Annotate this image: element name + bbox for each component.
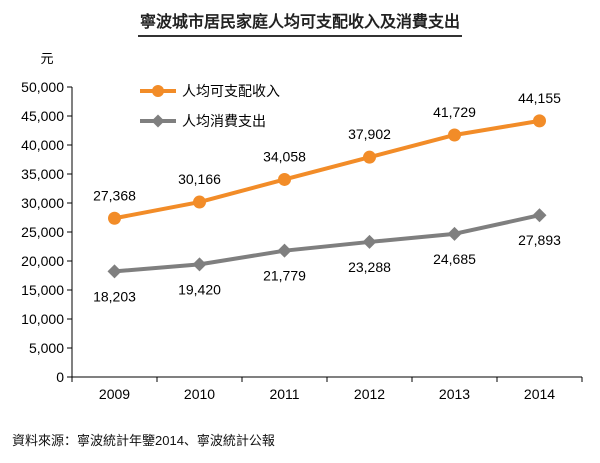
- series-line-1: [114, 118, 540, 221]
- data-point-1: [193, 195, 206, 209]
- data-point-2: [277, 243, 292, 258]
- source-note: 資料來源：寧波統計年鑒2014、寧波統計公報: [12, 433, 275, 448]
- data-label-2: 27,893: [518, 232, 561, 248]
- y-tick-label: 5,000: [29, 340, 64, 356]
- data-label-1: 41,729: [433, 104, 476, 120]
- y-tick-label: 35,000: [21, 166, 64, 182]
- data-point-1: [448, 128, 461, 142]
- x-tick-label: 2013: [439, 386, 470, 402]
- y-axis-unit-label: 元: [40, 51, 53, 66]
- y-tick-label: 40,000: [21, 137, 64, 153]
- data-point-1: [108, 211, 121, 225]
- data-label-2: 19,420: [178, 281, 221, 297]
- data-point-1: [533, 114, 546, 128]
- data-label-1: 34,058: [263, 148, 306, 164]
- data-label-1: 27,368: [93, 187, 136, 203]
- legend-label-1: 人均可支配收入: [182, 83, 280, 99]
- x-tick-label: 2014: [524, 386, 555, 402]
- y-tick-label: 10,000: [21, 311, 64, 327]
- x-tick-label: 2012: [354, 386, 385, 402]
- legend-marker-1: [152, 85, 164, 97]
- y-tick-label: 15,000: [21, 282, 64, 298]
- data-label-1: 30,166: [178, 171, 221, 187]
- y-tick-label: 30,000: [21, 195, 64, 211]
- y-tick-label: 45,000: [21, 108, 64, 124]
- x-tick-label: 2009: [99, 386, 130, 402]
- series-line-2: [114, 213, 540, 274]
- data-point-1: [363, 150, 376, 164]
- legend-label-2: 人均消費支出: [182, 113, 266, 129]
- y-tick-label: 0: [56, 369, 64, 385]
- data-point-1: [278, 172, 291, 186]
- y-tick-label: 50,000: [21, 79, 64, 95]
- data-label-2: 18,203: [93, 288, 136, 304]
- legend-marker-2: [151, 114, 165, 128]
- chart-title-wrap: 寧波城市居民家庭人均可支配收入及消費支出: [0, 8, 600, 37]
- data-point-2: [107, 264, 122, 279]
- y-tick-label: 20,000: [21, 253, 64, 269]
- x-tick-label: 2010: [184, 386, 215, 402]
- data-label-1: 44,155: [518, 90, 561, 106]
- data-label-2: 23,288: [348, 259, 391, 275]
- x-tick-label: 2011: [269, 386, 299, 402]
- data-point-2: [192, 257, 207, 272]
- data-point-2: [447, 226, 462, 241]
- chart-title: 寧波城市居民家庭人均可支配收入及消費支出: [137, 8, 462, 37]
- data-point-2: [532, 208, 547, 223]
- data-label-1: 37,902: [348, 126, 391, 142]
- data-label-2: 24,685: [433, 251, 476, 267]
- data-point-2: [362, 234, 377, 249]
- y-tick-label: 25,000: [21, 224, 64, 240]
- data-label-2: 21,779: [263, 268, 306, 284]
